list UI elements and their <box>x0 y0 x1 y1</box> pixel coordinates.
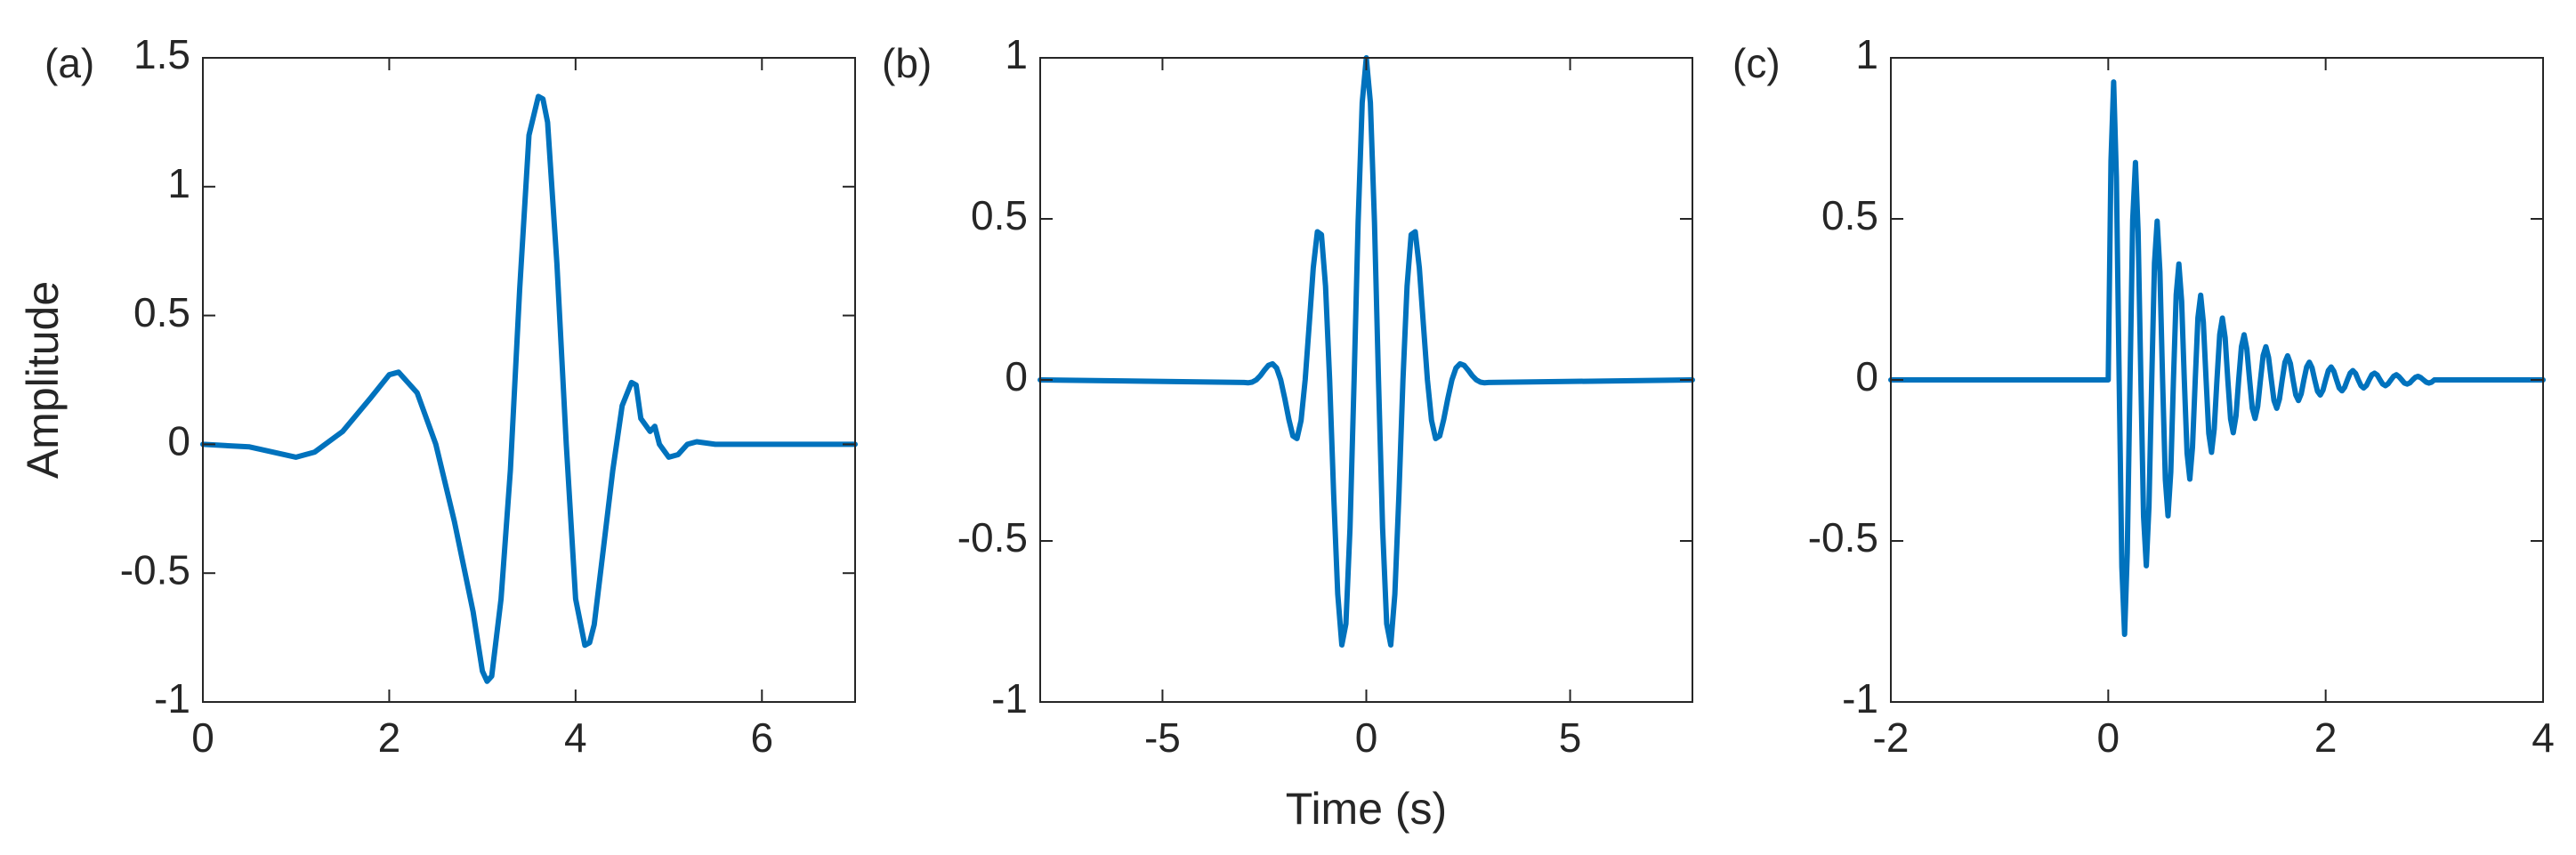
y-tick-label: 0 <box>1005 353 1028 399</box>
x-tick-label: 6 <box>750 714 773 761</box>
y-tick-label: 0.5 <box>971 192 1028 238</box>
y-tick-label: -1 <box>1842 675 1878 722</box>
y-tick-label: -0.5 <box>120 546 190 593</box>
x-tick-label: 0 <box>1355 714 1378 761</box>
y-tick-label: 1 <box>1005 31 1028 77</box>
y-tick-label: 0.5 <box>133 289 190 335</box>
x-tick-label: 2 <box>2314 714 2338 761</box>
y-tick-label: 0 <box>1855 353 1878 399</box>
y-tick-label: 0 <box>167 418 190 464</box>
y-tick-label: 0.5 <box>1821 192 1878 238</box>
x-tick-label: 0 <box>191 714 214 761</box>
data-line <box>1038 55 1695 648</box>
y-tick-label: -1 <box>154 675 190 722</box>
y-tick-label: 1 <box>167 160 190 206</box>
axes-box <box>202 57 856 703</box>
y-axis-label: Amplitude <box>18 281 68 479</box>
y-tick-label: 1 <box>1855 31 1878 77</box>
panel-label: (b) <box>882 40 932 86</box>
x-tick-label: 4 <box>564 714 587 761</box>
y-tick-label: -1 <box>991 675 1028 722</box>
y-tick-label: -0.5 <box>957 514 1028 561</box>
panel-label: (c) <box>1732 40 1781 86</box>
x-tick-label: 0 <box>2097 714 2120 761</box>
panel-label: (a) <box>44 40 94 86</box>
y-tick-label: -0.5 <box>1808 514 1878 561</box>
x-tick-label: 5 <box>1559 714 1582 761</box>
x-tick-label: 2 <box>378 714 401 761</box>
y-tick-label: 1.5 <box>133 31 190 77</box>
data-line <box>1888 79 2546 637</box>
x-axis-label: Time (s) <box>1286 784 1447 834</box>
data-line <box>200 93 858 684</box>
x-tick-label: 4 <box>2532 714 2555 761</box>
x-tick-label: -5 <box>1144 714 1181 761</box>
x-tick-label: -2 <box>1873 714 1910 761</box>
